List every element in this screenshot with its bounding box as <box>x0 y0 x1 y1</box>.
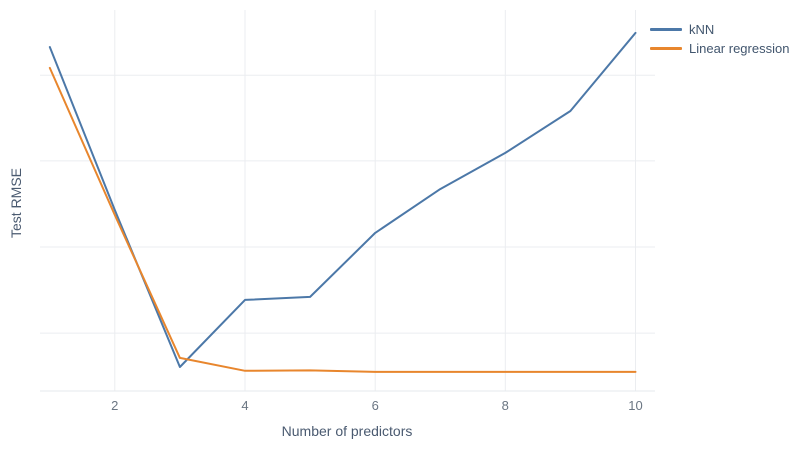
x-tick-label: 10 <box>628 398 643 413</box>
legend-label: Linear regression <box>689 41 790 56</box>
legend-label: kNN <box>689 22 715 37</box>
x-tick-label: 8 <box>501 398 509 413</box>
legend: kNN Linear regression <box>650 20 789 58</box>
y-axis-title: Test RMSE <box>8 167 24 239</box>
legend-line-swatch <box>650 28 682 31</box>
x-tick-label: 2 <box>111 398 119 413</box>
x-axis-title: Number of predictors <box>281 423 413 439</box>
x-tick-label: 6 <box>371 398 379 413</box>
x-tick-labels: 2 4 6 8 10 <box>0 398 800 414</box>
legend-line-swatch <box>650 47 682 50</box>
series-line-linear-regression[interactable] <box>48 66 637 373</box>
legend-item-knn[interactable]: kNN <box>650 20 789 39</box>
series-line-knn[interactable] <box>48 31 637 368</box>
x-tick-label: 4 <box>241 398 249 413</box>
legend-item-linear-regression[interactable]: Linear regression <box>650 39 789 58</box>
